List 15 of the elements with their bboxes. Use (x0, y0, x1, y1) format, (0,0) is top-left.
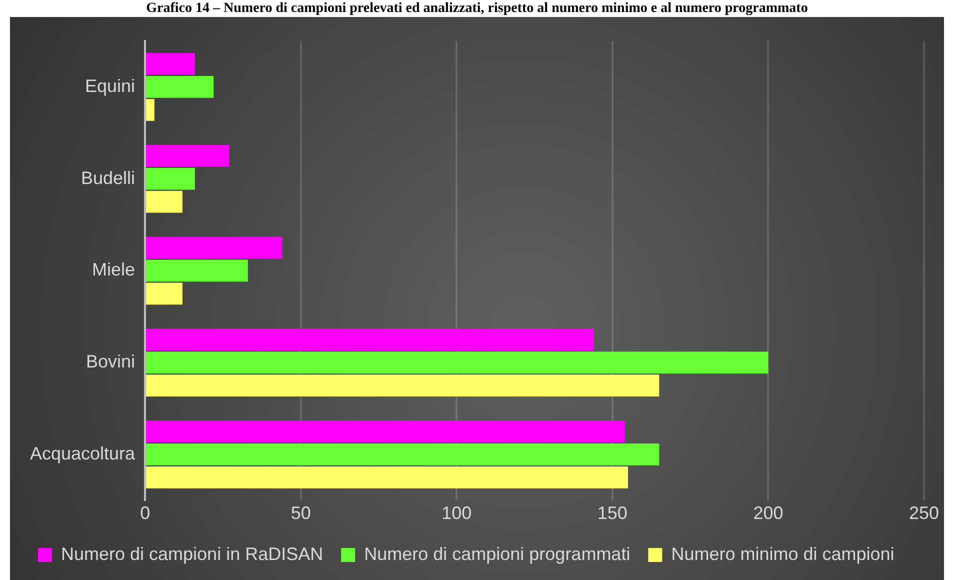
legend-label: Numero di campioni in RaDISAN (61, 544, 324, 564)
x-tick-label: 150 (597, 503, 628, 524)
legend-label: Numero minimo di campioni (671, 544, 894, 564)
x-tick-label: 100 (442, 503, 472, 524)
x-tick-label: 0 (140, 503, 150, 524)
y-tick-label: Budelli (81, 168, 136, 188)
x-tick-label: 250 (908, 503, 940, 524)
y-tick-label: Acquacoltura (30, 443, 136, 464)
x-tick-label: 50 (290, 503, 311, 524)
x-tick-label: 200 (753, 503, 784, 524)
chart-title: Grafico 14 – Numero di campioni prelevati ed analizzati, rispetto al numero minimo e al numero programmato (145, 0, 809, 17)
y-tick-label: Bovini (86, 352, 136, 372)
legend-label: Numero di campioni programmati (364, 544, 630, 564)
y-tick-label: Miele (92, 260, 136, 280)
y-tick-label: Equini (85, 76, 136, 96)
